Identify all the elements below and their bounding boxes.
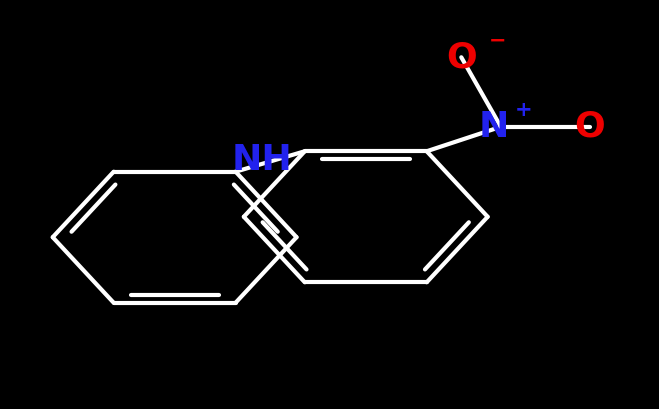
Text: O: O [446, 40, 476, 74]
Text: N: N [479, 110, 509, 144]
Text: O: O [575, 110, 605, 144]
Text: NH: NH [232, 143, 293, 177]
Text: +: + [515, 101, 532, 120]
Text: −: − [489, 31, 506, 51]
